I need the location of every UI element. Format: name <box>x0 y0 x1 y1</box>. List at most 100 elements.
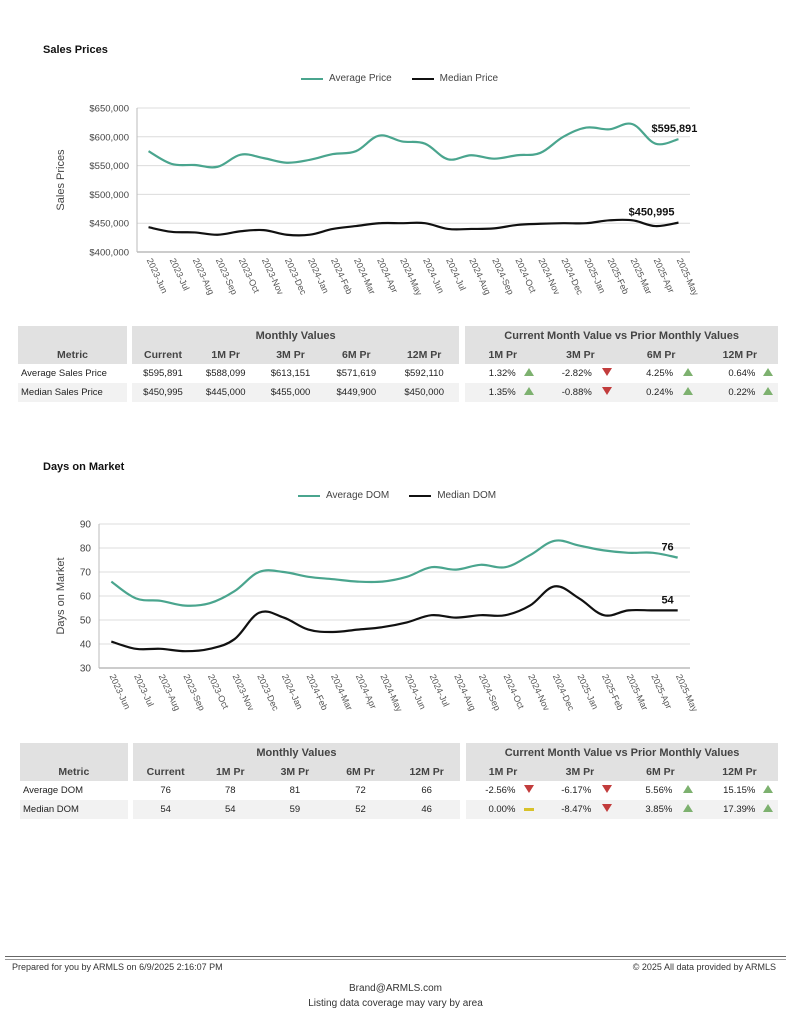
cell-pct: 15.15% <box>723 785 756 796</box>
y-tick-label: 90 <box>80 520 92 531</box>
legend-swatch-median <box>411 77 434 80</box>
footer-copyright: © 2025 All data provided by ARMLS <box>632 962 776 972</box>
x-tick-label: 2024-Oct <box>513 257 538 295</box>
table-row: Median Sales Price $450,995 $445,000 $45… <box>18 383 778 402</box>
legend-median-price: Median Price <box>411 73 498 84</box>
sales-metrics-table: Monthly Values Current Month Value vs Pr… <box>18 326 778 402</box>
trend-up-icon <box>757 800 778 819</box>
trend-down-icon <box>594 364 621 383</box>
cell-value: $613,151 <box>270 368 311 379</box>
row-metric-label: Average DOM <box>23 785 84 796</box>
cell-value: $450,995 <box>132 383 194 402</box>
x-tick-label: 2025-Jan <box>575 673 600 711</box>
x-tick-label: 2025-Apr <box>649 673 674 711</box>
cell-value: $571,619 <box>336 368 377 379</box>
y-tick-label: $500,000 <box>89 190 129 201</box>
table-header-blank <box>18 326 127 345</box>
x-tick-label: 2023-Sep <box>181 673 207 713</box>
col-12m: 12M Pr <box>389 345 460 364</box>
cell-value: 59 <box>262 800 328 819</box>
cell-value: $588,099 <box>205 368 246 379</box>
y-tick-label: $400,000 <box>89 248 129 259</box>
dom-legend: Average DOM Median DOM <box>298 490 496 501</box>
cell-pct: 0.24% <box>620 383 676 402</box>
x-tick-label: 2023-Aug <box>157 673 183 713</box>
table-row: Median DOM 54 54 59 52 46 0.00% -8.47% 3… <box>20 800 778 819</box>
x-tick-label: 2024-Dec <box>551 673 577 713</box>
footer-divider <box>5 959 786 960</box>
cmp-col-12m: 12M Pr <box>700 762 778 781</box>
col-3m: 3M Pr <box>257 345 324 364</box>
legend-label-median: Median DOM <box>437 490 497 501</box>
x-tick-label: 2024-Oct <box>501 673 526 711</box>
x-tick-label: 2025-Jan <box>582 257 607 295</box>
trend-up-icon <box>757 364 778 383</box>
x-tick-label: 2023-Jun <box>145 257 170 295</box>
legend-swatch-average <box>301 77 323 80</box>
x-tick-label: 2024-Feb <box>329 257 354 296</box>
col-6m: 6M Pr <box>327 762 394 781</box>
x-tick-label: 2024-Jul <box>428 673 452 709</box>
y-axis-title: Days on Market <box>55 557 67 634</box>
col-6m: 6M Pr <box>323 345 390 364</box>
x-tick-label: 2024-Jan <box>306 257 331 295</box>
cell-value: 46 <box>393 800 460 819</box>
y-tick-label: $600,000 <box>89 132 129 143</box>
average-series-line <box>110 539 678 607</box>
legend-median-dom: Median DOM <box>409 490 496 501</box>
x-tick-label: 2025-Apr <box>652 257 677 295</box>
cell-value: $445,000 <box>193 383 258 402</box>
y-tick-label: $650,000 <box>89 104 129 115</box>
trend-up-icon <box>674 781 701 800</box>
y-tick-label: 80 <box>80 544 92 555</box>
y-tick-label: $550,000 <box>89 161 129 172</box>
average-series-line <box>147 122 679 169</box>
cell-pct: 5.56% <box>645 785 673 796</box>
x-tick-label: 2023-Dec <box>283 257 309 297</box>
y-tick-label: 60 <box>80 592 92 603</box>
legend-average-dom: Average DOM <box>298 490 389 501</box>
legend-swatch-median <box>409 494 432 497</box>
cell-value: $595,891 <box>143 368 183 379</box>
cell-pct: -8.47% <box>539 800 594 819</box>
footer-divider <box>5 956 786 957</box>
x-tick-label: 2025-Mar <box>629 257 654 296</box>
x-tick-label: 2025-Mar <box>625 673 650 712</box>
x-tick-label: 2024-Mar <box>352 257 377 296</box>
legend-swatch-average <box>298 494 320 497</box>
table-header-blank <box>20 743 128 762</box>
x-tick-label: 2023-Sep <box>214 257 240 297</box>
sales-legend: Average Price Median Price <box>301 73 498 84</box>
footer-email: Brand@ARMLS.com <box>349 983 442 994</box>
cell-pct: 0.22% <box>701 383 758 402</box>
x-tick-label: 2025-Feb <box>600 673 625 712</box>
col-12m: 12M Pr <box>393 762 460 781</box>
cmp-col-1m: 1M Pr <box>466 762 540 781</box>
trend-up-icon <box>757 383 778 402</box>
x-tick-label: 2024-Mar <box>329 673 354 712</box>
y-tick-label: 70 <box>80 568 92 579</box>
y-axis-title: Sales Prices <box>55 149 67 211</box>
cell-pct: -6.17% <box>561 785 592 796</box>
x-tick-label: 2023-Jun <box>107 673 132 711</box>
y-tick-label: $450,000 <box>89 219 129 230</box>
table-row: Average Sales Price $595,891 $588,099 $6… <box>18 364 778 383</box>
x-tick-label: 2024-Dec <box>559 257 585 297</box>
x-tick-label: 2024-Jul <box>444 257 468 293</box>
legend-label-average: Average Price <box>329 73 392 84</box>
sales-section-title: Sales Prices <box>43 44 108 56</box>
cell-pct: 1.32% <box>488 368 516 379</box>
x-tick-label: 2023-Dec <box>255 673 281 713</box>
cell-pct: 0.64% <box>728 368 756 379</box>
cmp-col-3m: 3M Pr <box>539 762 620 781</box>
x-tick-label: 2024-Jun <box>421 257 446 295</box>
x-tick-label: 2023-Oct <box>237 257 262 295</box>
cmp-col-1m: 1M Pr <box>465 345 541 364</box>
cell-pct: 1.35% <box>465 383 518 402</box>
x-tick-label: 2024-Feb <box>304 673 329 712</box>
median-series-line <box>110 585 678 653</box>
col-1m: 1M Pr <box>193 345 258 364</box>
cell-pct: -2.82% <box>561 368 592 379</box>
col-current: Current <box>132 345 194 364</box>
series-end-label: 54 <box>661 594 674 606</box>
